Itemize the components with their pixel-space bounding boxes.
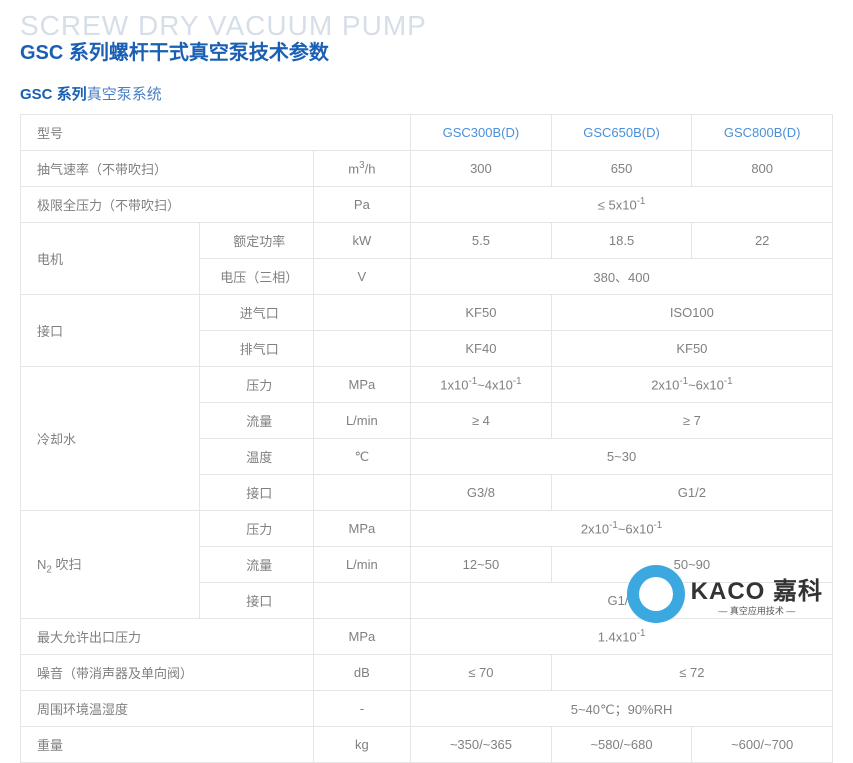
row-label-cell: 抽气速率（不带吹扫） [21, 151, 314, 187]
data-cell: ~580/~680 [551, 727, 692, 763]
row-sublabel-cell: 流量 [199, 547, 313, 583]
row-label-cell: 噪音（带消声器及单向阀） [21, 655, 314, 691]
unit-cell [313, 295, 411, 331]
unit-cell [313, 331, 411, 367]
watermark-logo: KACO 嘉科 — 真空应用技术 — [627, 565, 823, 623]
table-row: 接口进气口KF50ISO100 [21, 295, 833, 331]
data-cell: 18.5 [551, 223, 692, 259]
data-cell: ≤ 72 [551, 655, 832, 691]
data-cell: ≤ 5x10-1 [411, 187, 833, 223]
row-sublabel-cell: 压力 [199, 511, 313, 547]
data-cell: ISO100 [551, 295, 832, 331]
data-cell: ≥ 4 [411, 403, 552, 439]
row-sublabel-cell: 接口 [199, 583, 313, 619]
model-label-cell: 型号 [21, 115, 411, 151]
data-cell: ~600/~700 [692, 727, 833, 763]
watermark-sub-text: — 真空应用技术 — [691, 604, 823, 617]
unit-cell: L/min [313, 403, 411, 439]
unit-cell: MPa [313, 367, 411, 403]
data-cell: 22 [692, 223, 833, 259]
table-row: 冷却水压力MPa1x10-1~4x10-12x10-1~6x10-1 [21, 367, 833, 403]
unit-cell: L/min [313, 547, 411, 583]
table-row: 周围环境温湿度-5~40℃；90%RH [21, 691, 833, 727]
unit-cell: kW [313, 223, 411, 259]
row-sublabel-cell: 压力 [199, 367, 313, 403]
row-label-cell: 接口 [21, 295, 200, 367]
unit-cell: m3/h [313, 151, 411, 187]
table-row: 噪音（带消声器及单向阀）dB≤ 70≤ 72 [21, 655, 833, 691]
unit-cell: ℃ [313, 439, 411, 475]
data-cell: ~350/~365 [411, 727, 552, 763]
row-sublabel-cell: 额定功率 [199, 223, 313, 259]
row-label-cell: N2 吹扫 [21, 511, 200, 619]
data-cell: 5~40℃；90%RH [411, 691, 833, 727]
data-cell: 1x10-1~4x10-1 [411, 367, 552, 403]
data-cell: 800 [692, 151, 833, 187]
model-header-cell: GSC300B(D) [411, 115, 552, 151]
row-label-cell: 电机 [21, 223, 200, 295]
data-cell: 650 [551, 151, 692, 187]
model-header-cell: GSC800B(D) [692, 115, 833, 151]
row-sublabel-cell: 电压（三相） [199, 259, 313, 295]
subtitle-bold: GSC 系列 [20, 86, 87, 103]
row-label-cell: 极限全压力（不带吹扫） [21, 187, 314, 223]
row-sublabel-cell: 接口 [199, 475, 313, 511]
unit-cell [313, 583, 411, 619]
subtitle: GSC 系列真空泵系统 [20, 83, 833, 104]
watermark-circle-icon [627, 565, 685, 623]
unit-cell [313, 475, 411, 511]
data-cell: 12~50 [411, 547, 552, 583]
unit-cell: V [313, 259, 411, 295]
row-label-cell: 最大允许出口压力 [21, 619, 314, 655]
data-cell: 300 [411, 151, 552, 187]
row-sublabel-cell: 温度 [199, 439, 313, 475]
row-label-cell: 周围环境温湿度 [21, 691, 314, 727]
row-sublabel-cell: 排气口 [199, 331, 313, 367]
unit-cell: MPa [313, 511, 411, 547]
row-label-cell: 重量 [21, 727, 314, 763]
watermark-main-text: KACO 嘉科 [691, 571, 823, 606]
model-header-cell: GSC650B(D) [551, 115, 692, 151]
data-cell: 1.4x10-1 [411, 619, 833, 655]
unit-cell: MPa [313, 619, 411, 655]
spec-table: 型号GSC300B(D)GSC650B(D)GSC800B(D)抽气速率（不带吹… [20, 114, 833, 763]
table-row: 最大允许出口压力MPa1.4x10-1 [21, 619, 833, 655]
row-sublabel-cell: 流量 [199, 403, 313, 439]
table-row: 重量kg~350/~365~580/~680~600/~700 [21, 727, 833, 763]
table-row: 抽气速率（不带吹扫）m3/h300650800 [21, 151, 833, 187]
data-cell: KF40 [411, 331, 552, 367]
table-header-row: 型号GSC300B(D)GSC650B(D)GSC800B(D) [21, 115, 833, 151]
data-cell: 380、400 [411, 259, 833, 295]
data-cell: ≥ 7 [551, 403, 832, 439]
table-row: N2 吹扫压力MPa2x10-1~6x10-1 [21, 511, 833, 547]
unit-cell: kg [313, 727, 411, 763]
row-sublabel-cell: 进气口 [199, 295, 313, 331]
subtitle-rest: 真空泵系统 [87, 86, 162, 103]
table-row: 极限全压力（不带吹扫）Pa≤ 5x10-1 [21, 187, 833, 223]
data-cell: 2x10-1~6x10-1 [411, 511, 833, 547]
table-row: 电机额定功率kW5.518.522 [21, 223, 833, 259]
row-label-cell: 冷却水 [21, 367, 200, 511]
unit-cell: - [313, 691, 411, 727]
data-cell: G3/8 [411, 475, 552, 511]
data-cell: ≤ 70 [411, 655, 552, 691]
data-cell: 2x10-1~6x10-1 [551, 367, 832, 403]
data-cell: 5~30 [411, 439, 833, 475]
unit-cell: dB [313, 655, 411, 691]
data-cell: G1/2 [551, 475, 832, 511]
data-cell: KF50 [411, 295, 552, 331]
unit-cell: Pa [313, 187, 411, 223]
data-cell: 5.5 [411, 223, 552, 259]
data-cell: KF50 [551, 331, 832, 367]
